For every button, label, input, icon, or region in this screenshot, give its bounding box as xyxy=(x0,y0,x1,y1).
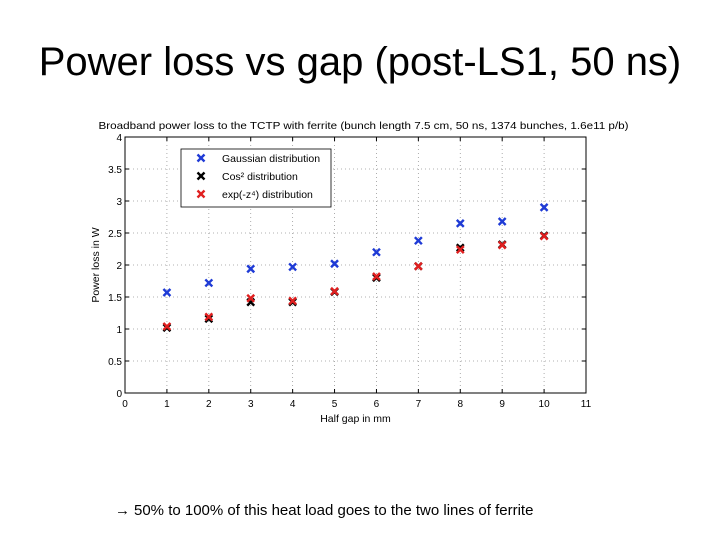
data-point xyxy=(497,217,507,226)
data-point xyxy=(539,231,549,241)
chart-title: Broadband power loss to the TCTP with fe… xyxy=(99,120,629,132)
data-point xyxy=(204,278,214,288)
y-tick-label: 0 xyxy=(116,389,122,400)
data-point xyxy=(414,261,423,271)
y-tick-label: 4 xyxy=(116,133,122,144)
y-tick-label: 1.5 xyxy=(108,293,122,304)
x-tick-label: 7 xyxy=(416,399,422,410)
data-point xyxy=(162,288,172,297)
data-point xyxy=(455,243,465,253)
data-point xyxy=(497,240,507,250)
legend-marker xyxy=(196,171,206,181)
x-tick-label: 5 xyxy=(332,399,338,410)
data-point xyxy=(330,259,339,269)
x-tick-label: 2 xyxy=(206,399,212,410)
data-point xyxy=(414,236,423,246)
y-tick-label: 3 xyxy=(116,197,122,208)
series-1 xyxy=(162,203,549,297)
x-tick-label: 0 xyxy=(122,399,128,410)
x-tick-label: 10 xyxy=(539,399,551,410)
x-tick-label: 8 xyxy=(457,399,463,410)
y-tick-label: 2.5 xyxy=(108,229,122,240)
y-tick-label: 2 xyxy=(116,261,122,272)
arrow-right-icon: → xyxy=(115,502,130,519)
legend-label: exp(-z⁴) distribution xyxy=(222,189,313,201)
legend: Gaussian distribution Cos² distribution ex… xyxy=(180,148,332,208)
data-point xyxy=(288,296,297,306)
legend-marker xyxy=(196,189,206,199)
legend-label: Gaussian distribution xyxy=(222,153,320,165)
footnote-text: 50% to 100% of this heat load goes to th… xyxy=(134,502,534,519)
data-point xyxy=(204,312,214,322)
data-point xyxy=(539,203,549,212)
data-point xyxy=(372,272,381,281)
y-axis-label: Power loss in W xyxy=(90,227,102,302)
y-tick-label: 0.5 xyxy=(108,357,122,368)
x-axis-label: Half gap in mm xyxy=(320,413,391,425)
data-point xyxy=(372,247,381,257)
data-point xyxy=(288,262,297,272)
legend-box xyxy=(180,148,332,208)
data-point xyxy=(204,314,214,324)
series-3 xyxy=(162,231,549,331)
legend-label: Cos² distribution xyxy=(222,171,298,183)
data-point xyxy=(162,322,172,331)
slide-title: Power loss vs gap (post-LS1, 50 ns) xyxy=(38,40,682,84)
y-tick-label: 3.5 xyxy=(108,165,122,176)
y-tick-label: 1 xyxy=(116,325,122,336)
x-tick-label: 9 xyxy=(499,399,505,410)
data-point xyxy=(246,293,256,303)
legend-marker xyxy=(196,153,206,163)
x-tick-label: 4 xyxy=(290,399,296,410)
data-point xyxy=(455,245,465,254)
x-tick-label: 3 xyxy=(248,399,254,410)
x-tick-label: 1 xyxy=(164,399,170,410)
data-point xyxy=(455,219,465,228)
data-point xyxy=(246,264,256,274)
footnote: → 50% to 100% of this heat load goes to t… xyxy=(115,502,533,519)
data-point xyxy=(330,286,339,296)
x-tick-label: 11 xyxy=(581,399,592,410)
x-tick-label: 6 xyxy=(374,399,380,410)
